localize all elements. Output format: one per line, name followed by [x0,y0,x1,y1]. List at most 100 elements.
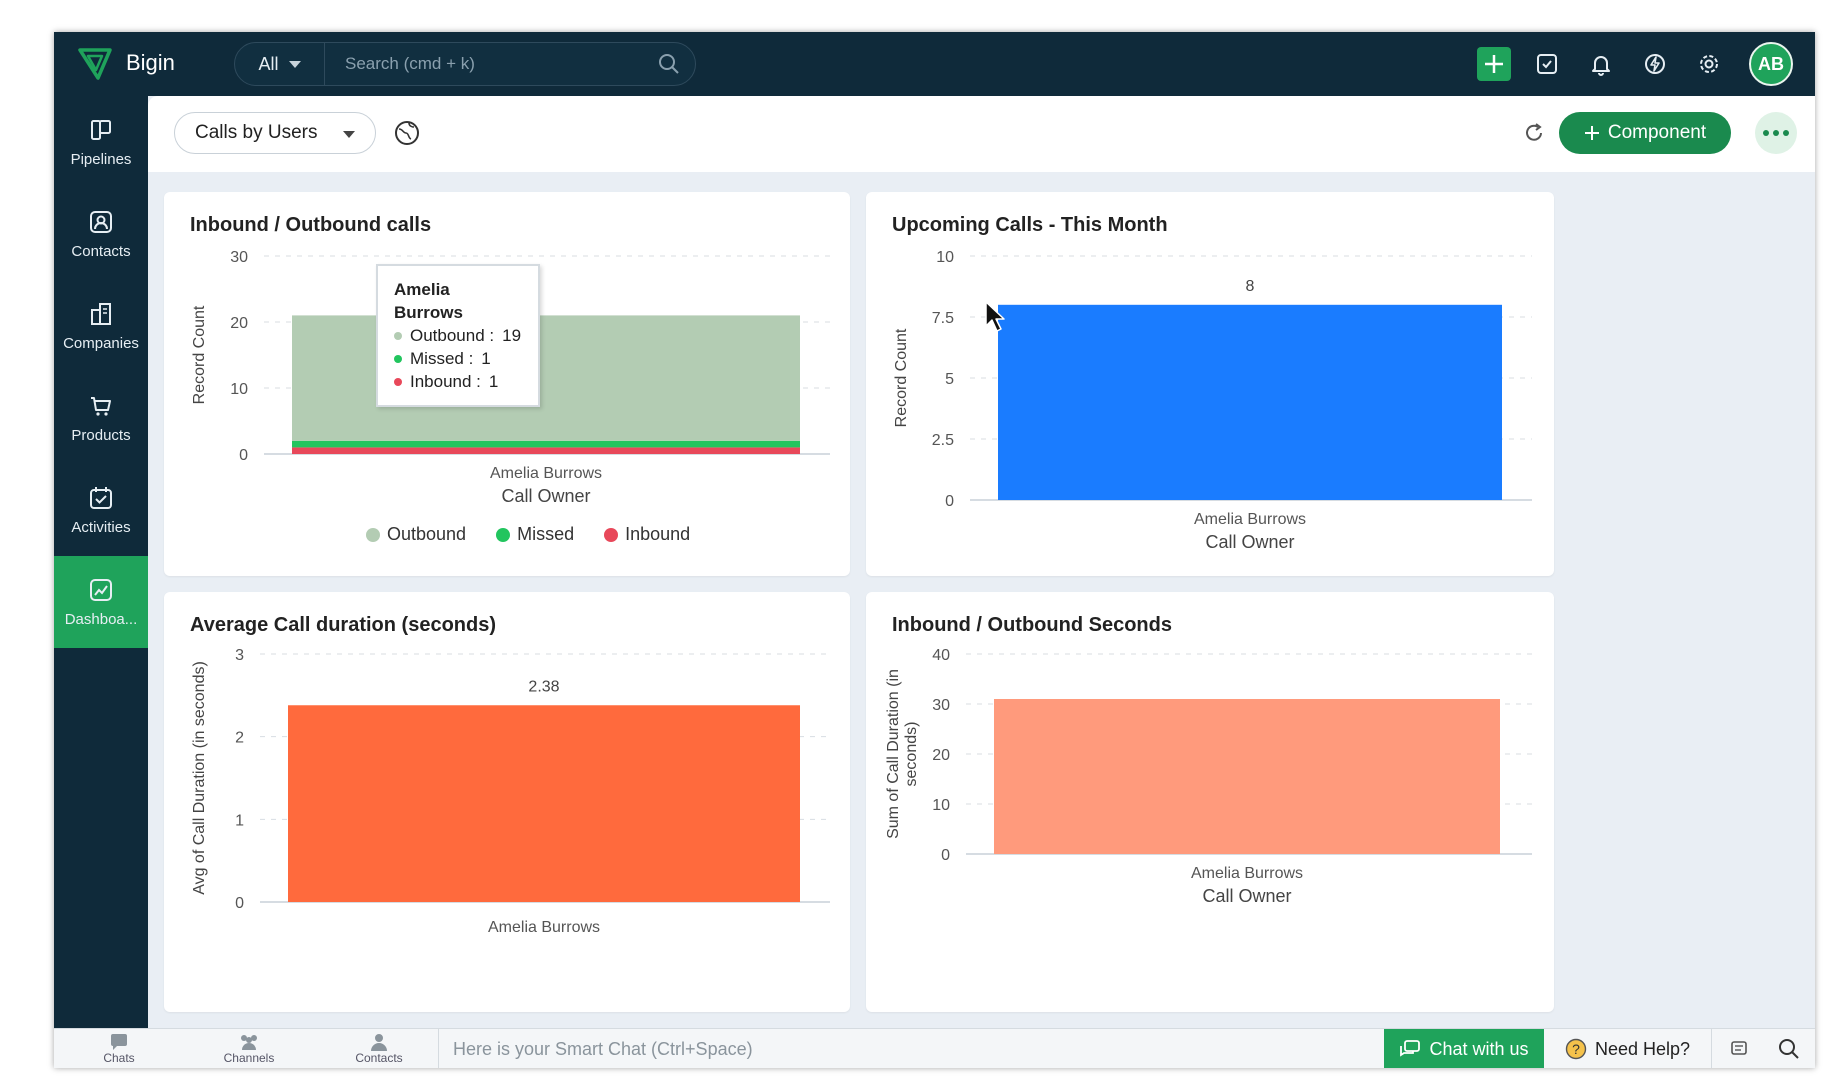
y-tick-label: 20 [932,747,950,764]
upcoming-calls-chart: 0 2.5 5 7.5 10 8 Amelia Burrows Call Owner Recor… [893,249,1532,552]
sidebar-item-pipelines[interactable]: Pipelines [54,96,148,188]
y-tick-label: 30 [230,249,248,266]
inbound-outbound-seconds-chart: 0 10 20 30 40 Amelia Burrows Call Owner Sum of … [885,647,1532,906]
y-tick-label: 20 [230,315,248,332]
refresh-icon [1526,123,1542,141]
bottom-search-button[interactable] [1764,1029,1814,1068]
announcements-button[interactable] [1714,1029,1764,1068]
bottom-nav-contacts[interactable]: Contacts [314,1029,444,1069]
legend-item-inbound[interactable]: Inbound [604,524,690,545]
refresh-button[interactable] [1517,116,1551,150]
tooltip-label: Inbound : [410,372,481,391]
sidebar-item-label: Companies [63,334,139,352]
y-axis-title: Record Count [191,305,208,404]
tasks-button[interactable] [1529,46,1565,82]
add-component-label: Component [1607,122,1707,143]
legend-item-missed[interactable]: Missed [496,524,574,545]
dot-icon [1773,130,1779,136]
tooltip-title: Amelia Burrows [394,280,463,322]
bar-inbound [292,447,800,454]
tooltip-row-inbound: Inbound : 1 [394,370,522,393]
sidebar-item-activities[interactable]: Activities [54,464,148,556]
bottom-nav-channels[interactable]: Channels [184,1029,314,1069]
smart-chat-input[interactable] [453,1038,1384,1060]
mouse-cursor-icon [985,301,1005,332]
y-tick-label: 2.5 [932,432,954,449]
globe-button[interactable] [390,116,424,150]
legend-dot [394,354,402,363]
legend-dot [394,331,402,340]
x-axis-title: Call Owner [1202,886,1291,906]
y-tick-label: 0 [239,447,248,464]
x-category-label: Amelia Burrows [488,919,600,936]
chart-title: Inbound / Outbound calls [190,214,432,236]
y-tick-label: 5 [945,371,954,388]
chevron-down-icon [288,60,301,68]
building-icon [91,302,111,325]
globe-icon [395,121,419,145]
create-new-button[interactable] [1477,47,1511,81]
sidebar-item-contacts[interactable]: Contacts [54,188,148,280]
lightning-icon [1645,54,1665,74]
chart-card-inbound-outbound-calls: Inbound / Outbound calls 0 10 20 30 Amelia B… [164,192,850,576]
notifications-button[interactable] [1583,46,1619,82]
legend-dot [394,377,402,386]
search-scope-dropdown[interactable]: All [235,43,325,85]
cart-icon [91,396,111,416]
bottom-nav-chats[interactable]: Chats [54,1029,184,1069]
automation-button[interactable] [1637,46,1673,82]
y-tick-label: 10 [230,381,248,398]
legend-label: Inbound [625,524,691,544]
search-scope-label: All [258,53,279,74]
x-category-label: Amelia Burrows [490,465,602,482]
add-component-button[interactable]: Component [1559,112,1731,154]
data-label: 2.38 [528,678,559,695]
bigin-logo-icon[interactable] [76,44,114,82]
bar [998,304,1502,500]
dashboard-view-dropdown[interactable]: Calls by Users [174,112,376,154]
more-options-button[interactable] [1755,112,1797,154]
dashboard-icon [90,578,112,601]
y-tick-label: 1 [235,812,244,829]
legend-label: Missed [517,524,575,544]
chart-card-average-call-duration: Average Call duration (seconds) 0 1 2 3 2.38… [164,592,850,1012]
user-avatar[interactable]: AB [1749,42,1793,86]
y-tick-label: 10 [932,797,950,814]
legend-dot [366,527,380,542]
bar [994,699,1500,854]
chat-bubble-icon [111,1033,127,1050]
need-help-button[interactable]: ? Need Help? [1544,1029,1712,1068]
chat-with-us-button[interactable]: Chat with us [1384,1029,1544,1068]
bar-outbound [292,315,800,441]
settings-button[interactable] [1691,46,1727,82]
legend-dot [496,527,511,542]
sidebar-item-companies[interactable]: Companies [54,280,148,372]
x-category-label: Amelia Burrows [1191,865,1303,882]
sidebar: Pipelines Contacts Companies Products Ac… [54,96,148,1068]
announcement-icon [1731,1041,1747,1055]
bigin-app-window: Bigin All [54,32,1815,1068]
sidebar-item-dashboards[interactable]: Dashboa... [54,556,148,648]
chart-tooltip: Amelia Burrows Outbound : 19 Missed : 1 … [376,264,540,407]
dashboard-toolbar: Calls by Users Component [148,96,1815,172]
search-icon[interactable] [649,44,689,84]
dot-icon [1783,130,1789,136]
bar [288,705,800,902]
person-icon [371,1033,387,1051]
dot-icon [1763,130,1769,136]
brand-name: Bigin [126,50,175,75]
plus-icon [1584,126,1599,140]
sidebar-item-products[interactable]: Products [54,372,148,464]
search-input[interactable] [325,54,649,74]
dashboard-content: Calls by Users Component Inbound / Outbo… [148,96,1815,1068]
legend-item-outbound[interactable]: Outbound [366,524,466,545]
y-tick-label: 0 [941,847,950,864]
y-tick-label: 0 [235,895,244,912]
chart-card-upcoming-calls: Upcoming Calls - This Month 0 2.5 5 7.5 10 8 A… [866,192,1554,576]
y-tick-label: 2 [235,730,244,747]
chart-card-inbound-outbound-seconds: Inbound / Outbound Seconds 0 10 20 30 40 Amel… [866,592,1554,1012]
plus-icon [1485,55,1503,73]
question-circle-icon: ? [1565,1038,1587,1060]
y-axis-title: Record Count [893,328,910,427]
chevron-down-icon [343,131,355,138]
